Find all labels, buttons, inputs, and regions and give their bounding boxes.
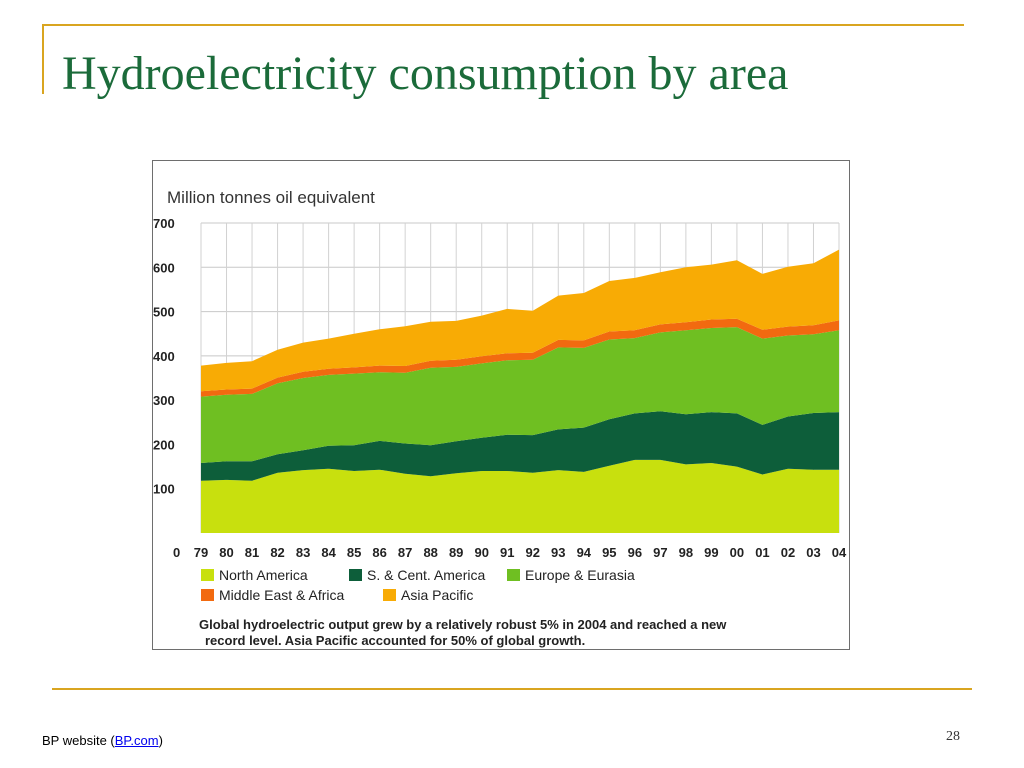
x-tick-label-04: 04 <box>832 545 847 560</box>
y-tick-label-300: 300 <box>153 393 175 408</box>
footer-source: BP website (BP.com) <box>42 733 163 748</box>
x-tick-label-84: 84 <box>321 545 336 560</box>
chart-caption-line-2: record level. Asia Pacific accounted for… <box>205 633 585 648</box>
y-tick-label-700: 700 <box>153 216 175 231</box>
chart-panel: Million tonnes oil equivalent 0 100 200 300… <box>152 160 850 650</box>
stacked-area-chart: Million tonnes oil equivalent 0100200300… <box>153 188 847 648</box>
bp-website-link[interactable]: BP.com <box>114 733 159 748</box>
legend-swatch-europe-eurasia <box>507 569 520 581</box>
chart-caption-line-1: Global hydroelectric output grew by a re… <box>199 617 727 632</box>
x-tick-label-82: 82 <box>270 545 284 560</box>
legend-layer: North America S. & Cent. America Europe & … <box>201 567 635 603</box>
legend-swatch-asia-pacific <box>383 589 396 601</box>
x-tick-label-80: 80 <box>219 545 233 560</box>
x-tick-label-86: 86 <box>372 545 386 560</box>
x-tick-label-85: 85 <box>347 545 361 560</box>
legend-label-middle-east-africa: Middle East & Africa <box>219 587 344 603</box>
page-number: 28 <box>946 729 960 744</box>
x-tick-label-92: 92 <box>526 545 540 560</box>
x-tick-label-94: 94 <box>577 545 592 560</box>
area-layer <box>201 249 839 533</box>
x-tick-label-99: 99 <box>704 545 718 560</box>
x-tick-label-00: 00 <box>730 545 744 560</box>
chart-title: Million tonnes oil equivalent <box>167 188 375 207</box>
y-tick-label-500: 500 <box>153 305 175 320</box>
x-tick-label-79: 79 <box>194 545 208 560</box>
area-series-north-america <box>201 459 839 533</box>
area-series-asia-pacific <box>201 249 839 392</box>
y-tick-label-100: 100 <box>153 482 175 497</box>
x-tick-label-01: 01 <box>755 545 769 560</box>
slide-frame-top-rule <box>42 24 964 26</box>
x-tick-label-81: 81 <box>245 545 259 560</box>
legend-swatch-north-america <box>201 569 214 581</box>
legend-label-europe-eurasia: Europe & Eurasia <box>525 567 635 583</box>
x-tick-label-03: 03 <box>806 545 820 560</box>
y-tick-label-0: 0 <box>173 545 180 560</box>
legend-label-asia-pacific: Asia Pacific <box>401 587 473 603</box>
x-tick-label-90: 90 <box>474 545 488 560</box>
y-tick-label-200: 200 <box>153 437 175 452</box>
legend-swatch-s-cent-america <box>349 569 362 581</box>
area-series-middle-east-africa <box>201 318 839 397</box>
x-tick-label-83: 83 <box>296 545 310 560</box>
slide-title: Hydroelectricity consumption by area <box>62 47 789 100</box>
x-tick-label-87: 87 <box>398 545 412 560</box>
footer-rule <box>52 688 972 690</box>
x-tick-label-98: 98 <box>679 545 693 560</box>
x-tick-label-96: 96 <box>628 545 642 560</box>
area-series-s-cent-america <box>201 411 839 481</box>
y-tick-label-400: 400 <box>153 349 175 364</box>
x-tick-label-97: 97 <box>653 545 667 560</box>
legend-label-s-cent-america: S. & Cent. America <box>367 567 485 583</box>
x-tick-label-89: 89 <box>449 545 463 560</box>
x-tick-label-02: 02 <box>781 545 795 560</box>
legend-label-north-america: North America <box>219 567 308 583</box>
footer-source-prefix: BP website ( <box>42 733 115 748</box>
slide-frame-left-rule <box>42 24 44 94</box>
area-series-europe-eurasia <box>201 327 839 463</box>
x-tick-label-93: 93 <box>551 545 565 560</box>
legend-swatch-middle-east-africa <box>201 589 214 601</box>
x-tick-label-95: 95 <box>602 545 616 560</box>
x-tick-label-91: 91 <box>500 545 514 560</box>
footer-source-suffix: ) <box>158 733 163 748</box>
x-tick-label-88: 88 <box>423 545 437 560</box>
y-tick-label-600: 600 <box>153 260 175 275</box>
